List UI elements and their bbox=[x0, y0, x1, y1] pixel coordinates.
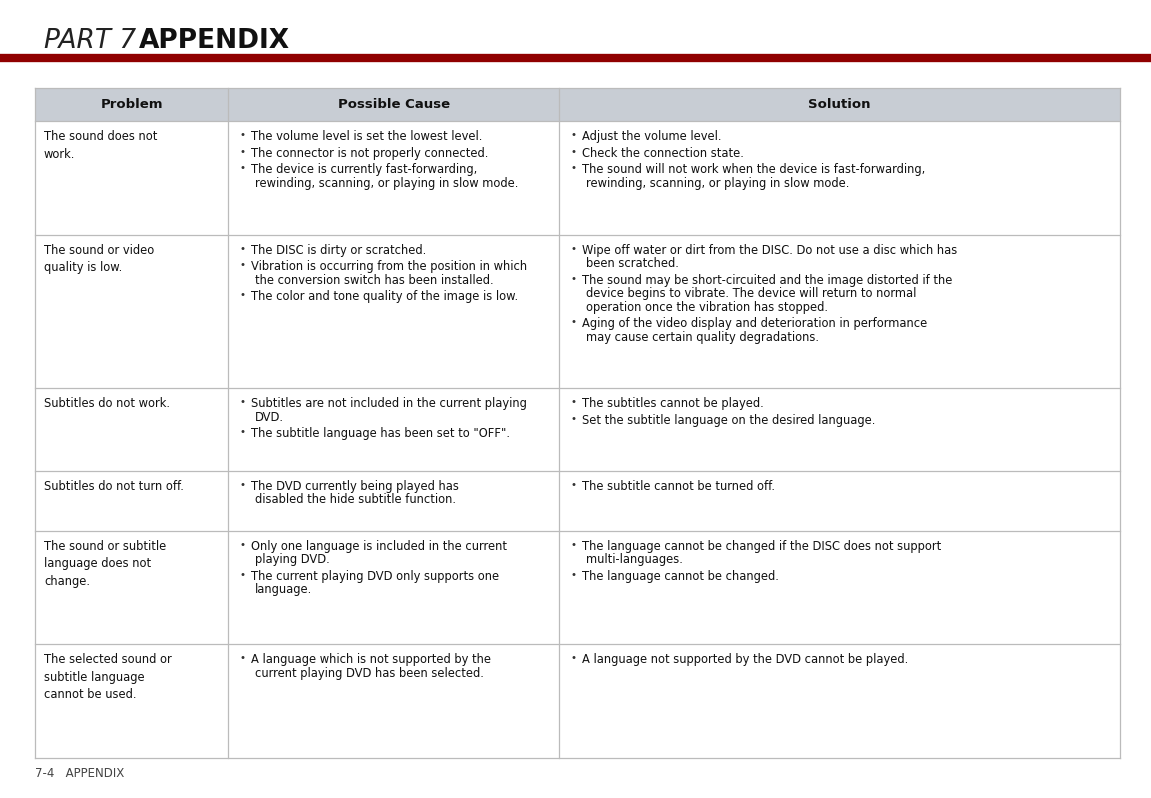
Text: DVD.: DVD. bbox=[256, 411, 284, 424]
Text: current playing DVD has been selected.: current playing DVD has been selected. bbox=[256, 667, 485, 680]
Text: PART 7: PART 7 bbox=[44, 28, 161, 54]
Text: •: • bbox=[570, 570, 576, 580]
Text: The language cannot be changed.: The language cannot be changed. bbox=[582, 570, 779, 583]
Text: •: • bbox=[239, 130, 245, 140]
Text: •: • bbox=[570, 397, 576, 407]
Text: The language cannot be changed if the DISC does not support: The language cannot be changed if the DI… bbox=[582, 539, 942, 553]
Text: Possible Cause: Possible Cause bbox=[337, 98, 450, 111]
Text: •: • bbox=[570, 163, 576, 173]
Text: The subtitle language has been set to "OFF".: The subtitle language has been set to "O… bbox=[251, 427, 510, 440]
Text: The connector is not properly connected.: The connector is not properly connected. bbox=[251, 147, 488, 160]
Text: Subtitles are not included in the current playing: Subtitles are not included in the curren… bbox=[251, 397, 527, 410]
Text: •: • bbox=[570, 480, 576, 490]
Text: Set the subtitle language on the desired language.: Set the subtitle language on the desired… bbox=[582, 413, 876, 427]
Text: The subtitles cannot be played.: The subtitles cannot be played. bbox=[582, 397, 764, 410]
Text: may cause certain quality degradations.: may cause certain quality degradations. bbox=[586, 330, 820, 344]
Text: The volume level is set the lowest level.: The volume level is set the lowest level… bbox=[251, 130, 482, 143]
Text: been scratched.: been scratched. bbox=[586, 257, 679, 270]
Text: Only one language is included in the current: Only one language is included in the cur… bbox=[251, 539, 508, 553]
Text: Aging of the video display and deterioration in performance: Aging of the video display and deteriora… bbox=[582, 317, 928, 330]
Text: device begins to vibrate. The device will return to normal: device begins to vibrate. The device wil… bbox=[586, 287, 916, 300]
Text: disabled the hide subtitle function.: disabled the hide subtitle function. bbox=[256, 493, 456, 507]
Text: rewinding, scanning, or playing in slow mode.: rewinding, scanning, or playing in slow … bbox=[586, 176, 849, 189]
Text: The current playing DVD only supports one: The current playing DVD only supports on… bbox=[251, 570, 500, 583]
Text: The sound or subtitle
language does not
change.: The sound or subtitle language does not … bbox=[44, 539, 166, 588]
Text: Solution: Solution bbox=[808, 98, 871, 111]
Text: •: • bbox=[239, 570, 245, 580]
Bar bbox=[35, 88, 1120, 121]
Text: •: • bbox=[239, 147, 245, 156]
Text: •: • bbox=[239, 290, 245, 300]
Text: The DISC is dirty or scratched.: The DISC is dirty or scratched. bbox=[251, 243, 426, 257]
Text: Subtitles do not turn off.: Subtitles do not turn off. bbox=[44, 480, 184, 493]
Text: The sound will not work when the device is fast-forwarding,: The sound will not work when the device … bbox=[582, 163, 925, 176]
Text: The device is currently fast-forwarding,: The device is currently fast-forwarding, bbox=[251, 163, 478, 176]
Text: multi-languages.: multi-languages. bbox=[586, 553, 683, 567]
Text: The DVD currently being played has: The DVD currently being played has bbox=[251, 480, 459, 493]
Text: rewinding, scanning, or playing in slow mode.: rewinding, scanning, or playing in slow … bbox=[256, 176, 518, 189]
Text: •: • bbox=[570, 413, 576, 424]
Text: •: • bbox=[239, 260, 245, 270]
Text: •: • bbox=[570, 147, 576, 156]
Text: The selected sound or
subtitle language
cannot be used.: The selected sound or subtitle language … bbox=[44, 654, 171, 701]
Text: A language which is not supported by the: A language which is not supported by the bbox=[251, 654, 491, 666]
Text: •: • bbox=[570, 243, 576, 254]
Text: The subtitle cannot be turned off.: The subtitle cannot be turned off. bbox=[582, 480, 775, 493]
Text: •: • bbox=[239, 397, 245, 407]
Text: playing DVD.: playing DVD. bbox=[256, 553, 330, 567]
Text: •: • bbox=[570, 130, 576, 140]
Text: Wipe off water or dirt from the DISC. Do not use a disc which has: Wipe off water or dirt from the DISC. Do… bbox=[582, 243, 958, 257]
Text: Adjust the volume level.: Adjust the volume level. bbox=[582, 130, 722, 143]
Text: operation once the vibration has stopped.: operation once the vibration has stopped… bbox=[586, 301, 828, 314]
Text: 7-4   APPENDIX: 7-4 APPENDIX bbox=[35, 767, 124, 780]
Text: The sound does not
work.: The sound does not work. bbox=[44, 130, 158, 160]
Text: The sound or video
quality is low.: The sound or video quality is low. bbox=[44, 243, 154, 274]
Text: The color and tone quality of the image is low.: The color and tone quality of the image … bbox=[251, 290, 518, 303]
Text: •: • bbox=[570, 274, 576, 283]
Text: •: • bbox=[239, 480, 245, 490]
Text: •: • bbox=[570, 317, 576, 327]
Text: Check the connection state.: Check the connection state. bbox=[582, 147, 744, 160]
Text: Subtitles do not work.: Subtitles do not work. bbox=[44, 397, 170, 410]
Text: •: • bbox=[570, 539, 576, 550]
Text: •: • bbox=[239, 654, 245, 663]
Text: Vibration is occurring from the position in which: Vibration is occurring from the position… bbox=[251, 260, 527, 273]
Text: the conversion switch has been installed.: the conversion switch has been installed… bbox=[256, 274, 494, 286]
Text: A language not supported by the DVD cannot be played.: A language not supported by the DVD cann… bbox=[582, 654, 908, 666]
Text: •: • bbox=[239, 243, 245, 254]
Text: Problem: Problem bbox=[100, 98, 162, 111]
Text: •: • bbox=[239, 539, 245, 550]
Text: APPENDIX: APPENDIX bbox=[139, 28, 290, 54]
Text: The sound may be short-circuited and the image distorted if the: The sound may be short-circuited and the… bbox=[582, 274, 952, 286]
Text: language.: language. bbox=[256, 583, 312, 596]
Text: •: • bbox=[239, 427, 245, 437]
Text: •: • bbox=[570, 654, 576, 663]
Text: •: • bbox=[239, 163, 245, 173]
